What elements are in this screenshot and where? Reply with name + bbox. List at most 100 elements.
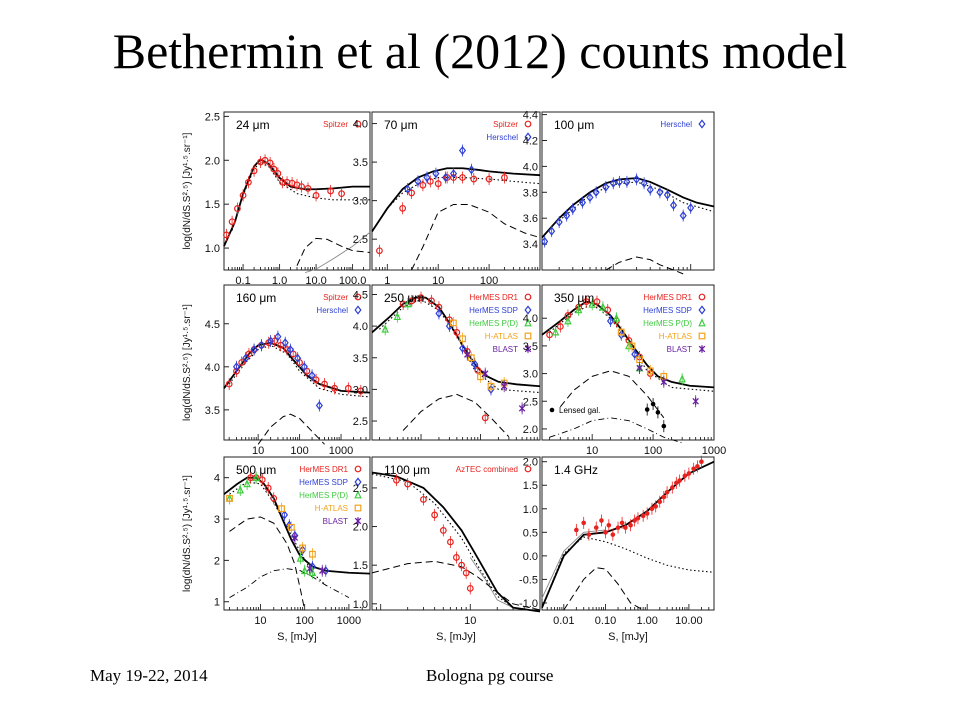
data-point — [551, 327, 560, 336]
legend-marker — [354, 120, 362, 128]
data-point — [239, 191, 247, 199]
data-point — [477, 373, 484, 381]
data-point — [574, 527, 579, 533]
x-axis-label: S, [mJy] — [608, 631, 648, 643]
model-dashed-curve — [257, 413, 325, 445]
data-point — [556, 323, 564, 330]
data-series — [280, 508, 330, 577]
panel-frame — [223, 456, 371, 611]
data-point — [677, 478, 682, 483]
data-point — [582, 298, 590, 306]
annotation-marker — [549, 407, 555, 413]
data-point — [655, 410, 661, 415]
footer-date: May 19-22, 2014 — [90, 666, 208, 685]
data-point — [481, 414, 489, 422]
data-point — [449, 169, 458, 179]
data-point — [474, 367, 482, 374]
band-label: 500 μm — [236, 463, 276, 477]
y-axis-label: log(dN/dS.S²·⁵) [Jy¹·⁵.sr⁻¹] — [182, 304, 193, 421]
legend-marker — [354, 477, 362, 487]
annotation-label: Lensed gal. — [559, 406, 600, 415]
x-tick-label: 1000 — [337, 615, 361, 627]
data-point — [581, 520, 586, 526]
x-tick-label: 100 — [295, 615, 313, 627]
data-point — [617, 328, 625, 336]
data-point — [599, 302, 607, 311]
x-tick-label: 100 — [290, 445, 308, 457]
data-point — [250, 167, 258, 175]
model-dashed-curve — [605, 256, 684, 275]
data-point — [664, 490, 670, 495]
panel-frame — [541, 284, 715, 441]
model-total-curve — [223, 158, 370, 247]
model-dashdot-curve — [229, 568, 350, 598]
legend-label: HerMES SDP — [643, 306, 692, 315]
data-point — [574, 305, 583, 314]
data-point — [588, 299, 596, 308]
data-point — [692, 397, 699, 406]
data-point — [426, 177, 434, 185]
legend-marker — [354, 305, 362, 315]
legend-marker — [354, 293, 362, 301]
y-tick-label: 3.0 — [353, 196, 368, 208]
data-point — [296, 553, 305, 562]
data-point — [466, 584, 474, 592]
model-total-curve — [223, 476, 371, 575]
y-tick-label: 3.0 — [523, 369, 538, 381]
data-point — [299, 544, 307, 552]
panel-frame — [371, 111, 541, 271]
x-tick-label: 1000 — [702, 445, 726, 457]
data-point — [439, 527, 447, 534]
y-tick-label: 3.0 — [353, 384, 368, 396]
y-tick-label: 2.5 — [205, 111, 220, 123]
data-point — [304, 184, 312, 192]
legend-marker — [698, 318, 706, 327]
data-point — [646, 367, 654, 375]
panel-5: 2.5 3.0 3.5 4.0 4.5 250 μm HerMES DR1 HerMES SD… — [353, 284, 541, 441]
y-tick-label: 1.0 — [353, 599, 368, 611]
x-tick-label: 0.01 — [553, 615, 574, 627]
panel-7: 1 2 3 4 10 100 1000 500 μm HerMES DR1 HerMES SDP H… — [182, 456, 371, 643]
y-tick-label: 1.5 — [205, 199, 220, 211]
data-point — [287, 523, 295, 531]
data-point — [661, 423, 667, 429]
x-tick-label: 1000 — [329, 445, 353, 457]
y-tick-label: 4.4 — [523, 110, 538, 122]
data-point — [471, 359, 479, 369]
legend-marker — [354, 490, 362, 499]
y-tick-label: 4 — [214, 473, 220, 485]
legend-label: H-ATLAS — [315, 504, 348, 513]
data-series — [291, 531, 326, 577]
y-tick-label: 3.6 — [523, 213, 538, 225]
legend-label: H-ATLAS — [659, 332, 692, 341]
data-point — [663, 190, 671, 200]
data-series — [644, 398, 667, 433]
panel-1: 1.0 1.5 2.0 2.5 0.1 1.0 10.0 100.0 24 μm Spitzer l… — [182, 111, 371, 287]
legend-marker — [698, 293, 706, 301]
data-point — [404, 299, 412, 308]
legend-marker — [698, 305, 706, 315]
data-point — [404, 184, 412, 194]
y-tick-label: -0.5 — [519, 574, 538, 586]
model-dashdot-curve — [549, 417, 683, 444]
legend-marker — [524, 465, 532, 473]
data-series — [223, 154, 345, 241]
band-label: 100 μm — [554, 118, 594, 132]
data-point — [628, 342, 636, 350]
y-tick-label: 3 — [214, 514, 220, 526]
data-point — [306, 564, 313, 573]
y-tick-label: 3.5 — [205, 405, 220, 417]
legend-label: HerMES P(D) — [469, 319, 518, 328]
data-point — [264, 484, 272, 492]
data-series — [393, 474, 474, 595]
data-point — [481, 369, 489, 378]
data-point — [250, 345, 258, 355]
panel-frame — [371, 456, 541, 611]
model-total-curve — [541, 460, 715, 608]
data-series — [574, 455, 704, 541]
y-tick-label: 1.0 — [205, 243, 220, 255]
legend-label: H-ATLAS — [485, 332, 518, 341]
data-point — [610, 532, 616, 537]
data-point — [635, 515, 641, 521]
data-series — [617, 326, 668, 383]
